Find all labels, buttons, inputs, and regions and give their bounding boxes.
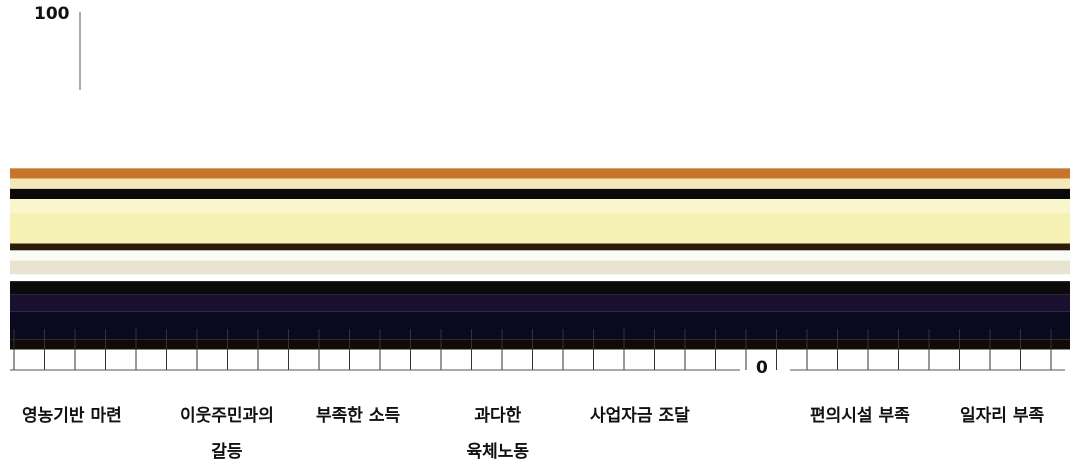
area-band-7: [10, 250, 1070, 261]
area-band-9: [10, 212, 1070, 244]
x-category-label-line1: 부족한 소득: [316, 406, 401, 426]
area-band-8: [10, 243, 1070, 251]
area-band-6: [10, 260, 1070, 275]
area-band-10: [10, 199, 1070, 213]
x-category-label: 영농기반 마련: [22, 398, 122, 434]
x-category-label-line1: 과다한: [474, 406, 522, 426]
x-category-label: 편의시설 부족: [810, 398, 910, 434]
x-category-label: 일자리 부족: [960, 398, 1044, 434]
area-bands: [10, 161, 1070, 370]
area-band-2: [10, 311, 1070, 340]
x-category-label-line1: 사업자금 조달: [590, 406, 690, 426]
area-band-12: [10, 178, 1070, 189]
x-category-label-line2: 육체노동: [466, 442, 530, 462]
area-band-14: [10, 161, 1070, 169]
area-band-11: [10, 188, 1070, 199]
area-band-13: [10, 168, 1070, 179]
y-tick-label-top: 100: [34, 4, 70, 24]
area-band-4: [10, 281, 1070, 295]
x-category-label-line1: 편의시설 부족: [810, 406, 910, 426]
y-tick-label-bottom: 0: [756, 358, 768, 378]
area-band-0: [10, 349, 1070, 370]
x-category-label-line2: 갈등: [211, 442, 243, 462]
x-category-label-line1: 영농기반 마련: [22, 406, 122, 426]
area-band-5: [10, 274, 1070, 282]
area-band-1: [10, 339, 1070, 350]
x-category-label: 부족한 소득: [316, 398, 400, 434]
x-category-label-line1: 일자리 부족: [960, 406, 1045, 426]
tick-marks: [13, 328, 1052, 370]
x-category-label-line1: 이웃주민과의: [180, 406, 274, 426]
area-band-3: [10, 294, 1070, 312]
x-category-label: 사업자금 조달: [590, 398, 690, 434]
